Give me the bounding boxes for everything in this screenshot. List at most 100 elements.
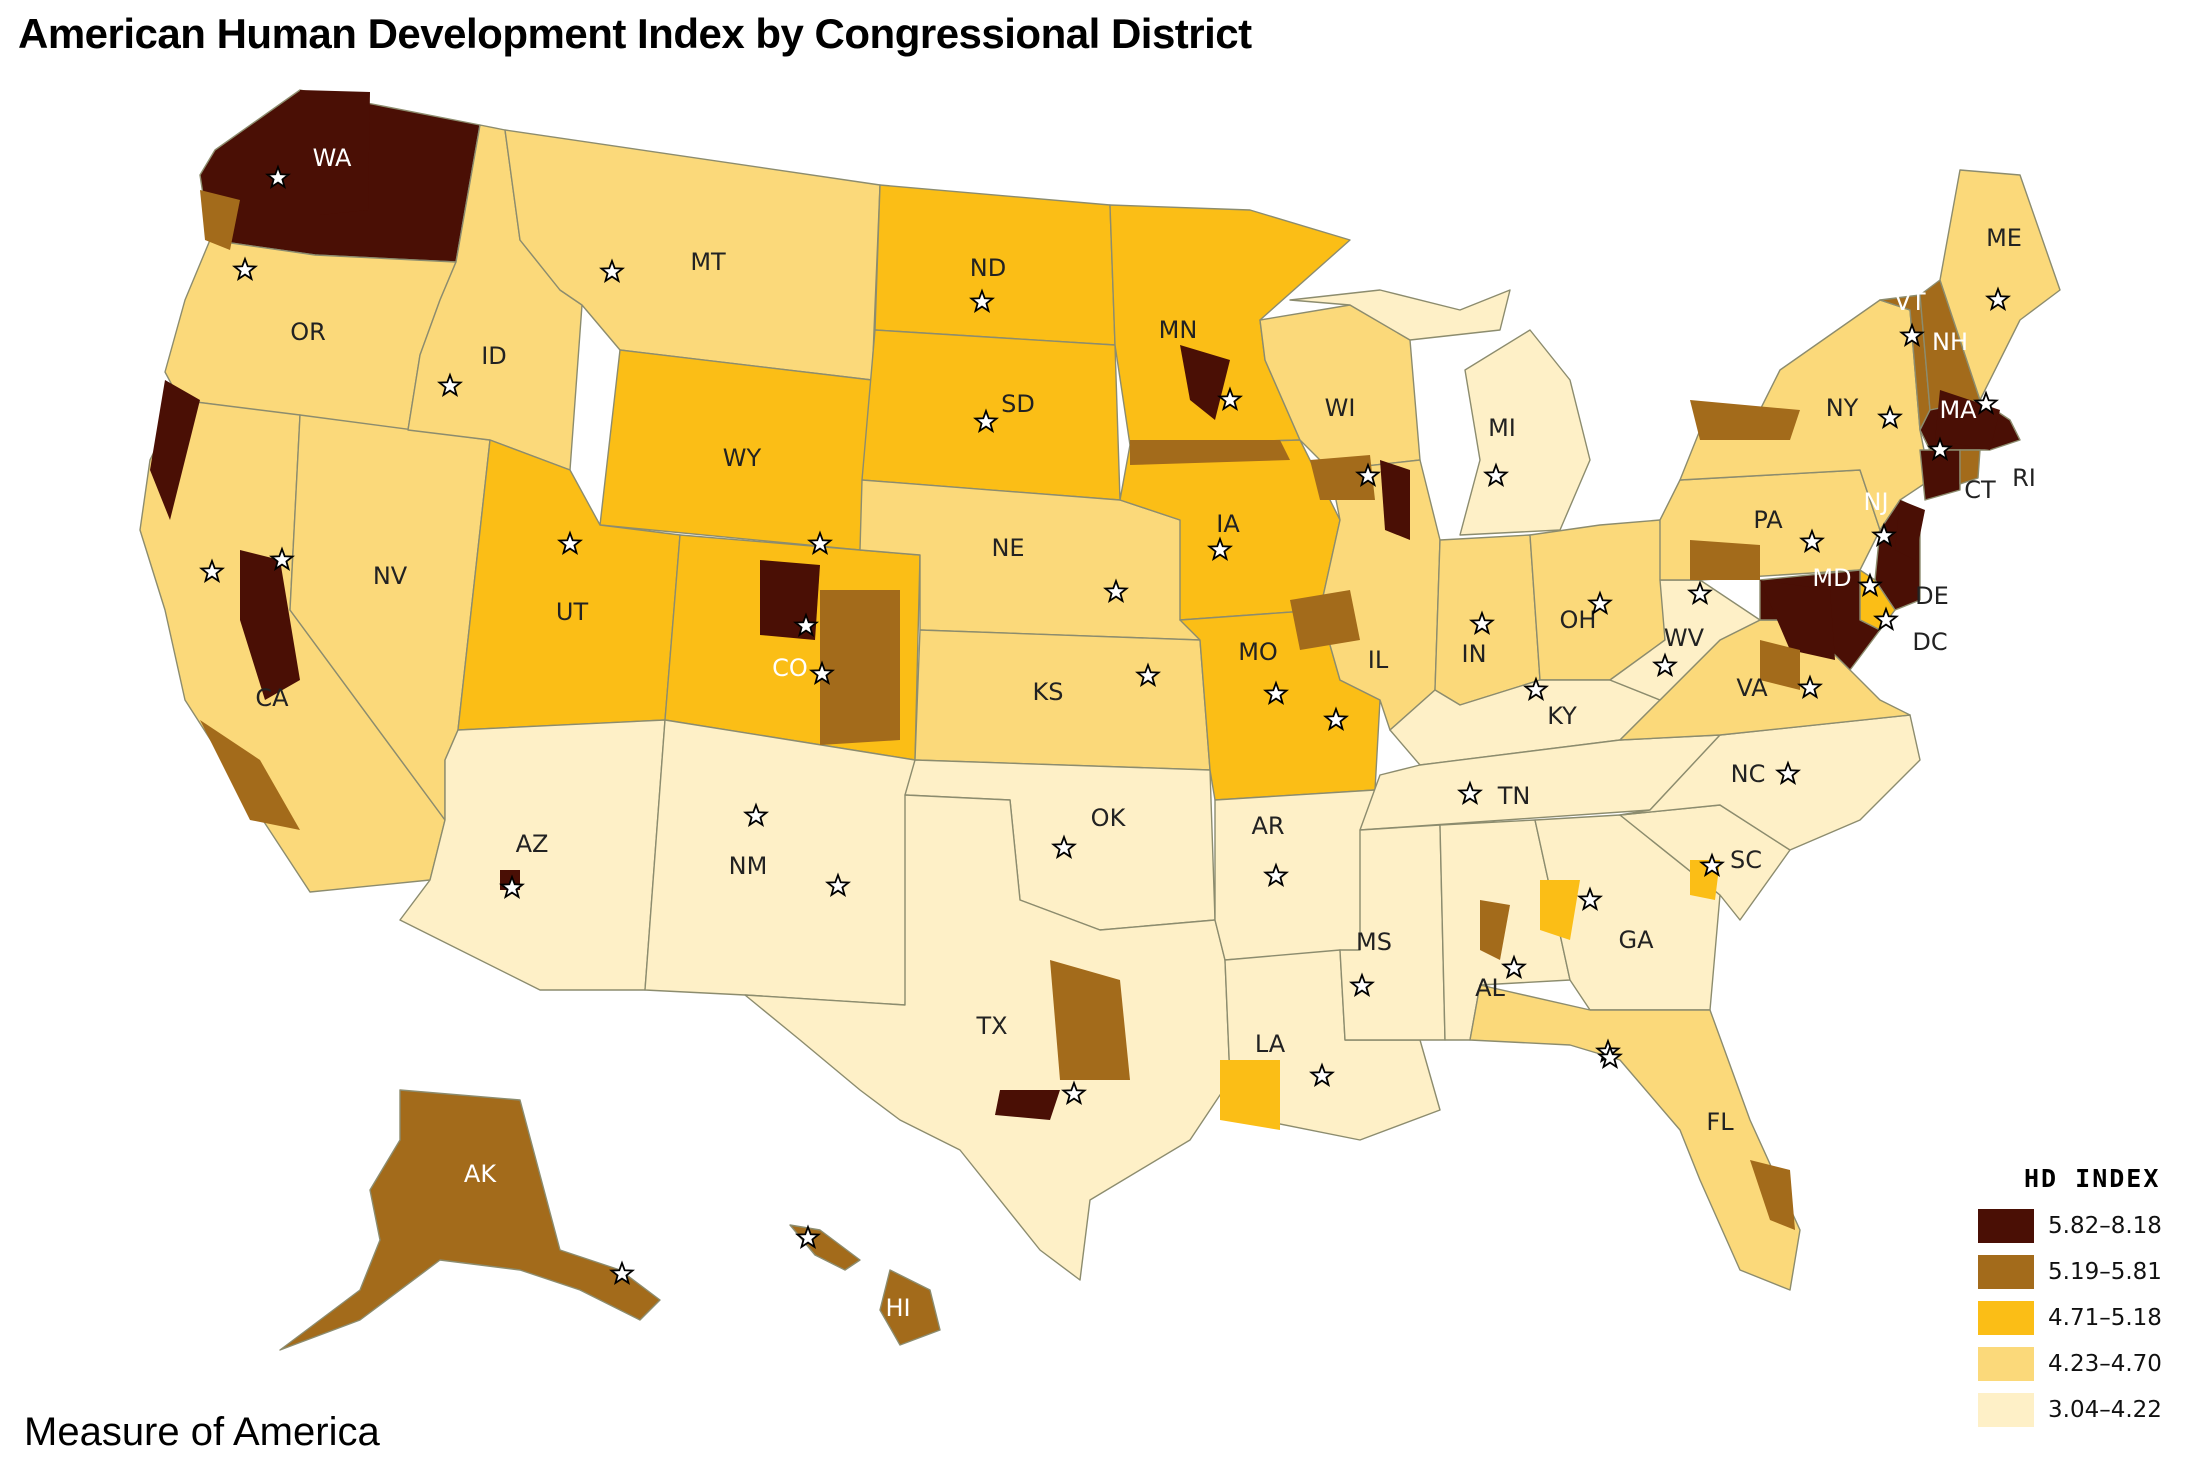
- state-label-ga: GA: [1618, 926, 1654, 954]
- state-label-nv: NV: [373, 562, 408, 590]
- map-title: American Human Development Index by Cong…: [18, 10, 1252, 57]
- capital-star-icon: [265, 164, 291, 189]
- capital-star-icon: [1871, 522, 1897, 547]
- state-label-mn: MN: [1159, 316, 1198, 344]
- state-label-mo: MO: [1238, 638, 1278, 666]
- state-label-ma: MA: [1939, 396, 1977, 424]
- source-credit: Measure of America: [24, 1410, 380, 1454]
- capital-star-icon: [599, 258, 625, 283]
- state-MI-upper: [1289, 289, 1511, 341]
- state-label-ky: KY: [1547, 702, 1577, 730]
- state-label-al: AL: [1475, 974, 1505, 1002]
- legend-swatch: [1978, 1255, 2034, 1289]
- capital-star-icon: [1597, 1044, 1623, 1069]
- capital-star-icon: [1457, 780, 1483, 805]
- capital-star-icon: [1687, 580, 1713, 605]
- capital-star-icon: [973, 408, 999, 433]
- state-WV: [1609, 579, 1761, 701]
- state-label-ut: UT: [556, 598, 589, 626]
- capital-star-icon: [1973, 390, 1999, 415]
- capital-star-icon: [557, 530, 583, 555]
- capital-star-icon: [1797, 674, 1823, 699]
- capital-star-icon: [1483, 462, 1509, 487]
- state-SD: [861, 329, 1121, 501]
- state-TX: [744, 794, 1231, 1281]
- state-label-fl: FL: [1706, 1108, 1734, 1136]
- state-label-wv: WV: [1664, 624, 1705, 652]
- legend-swatch: [1978, 1209, 2034, 1243]
- state-label-az: AZ: [516, 830, 549, 858]
- legend-title: HD INDEX: [2024, 1164, 2161, 1193]
- state-label-dc: DC: [1912, 628, 1947, 656]
- state-label-oh: OH: [1560, 606, 1597, 634]
- capital-star-icon: [499, 874, 525, 899]
- legend-item: 4.71–5.18: [1978, 1299, 2188, 1337]
- state-label-vt: VT: [1894, 288, 1925, 316]
- state-label-nd: ND: [970, 254, 1006, 282]
- state-NM: [644, 719, 916, 1006]
- state-label-ct: CT: [1964, 476, 1996, 504]
- legend-label: 5.19–5.81: [2048, 1259, 2162, 1285]
- legend-label: 3.04–4.22: [2048, 1397, 2162, 1423]
- state-label-ok: OK: [1091, 804, 1127, 832]
- capital-star-icon: [795, 1224, 821, 1249]
- state-AR: [1214, 789, 1376, 961]
- state-label-wa: WA: [313, 144, 352, 172]
- capital-star-icon: [1985, 286, 2011, 311]
- legend-label: 4.23–4.70: [2048, 1351, 2162, 1377]
- state-label-nh: NH: [1932, 328, 1968, 356]
- capital-star-icon: [609, 1260, 635, 1285]
- capital-star-icon: [1309, 1062, 1335, 1087]
- state-label-me: ME: [1986, 224, 2022, 252]
- capital-star-icon: [1217, 386, 1243, 411]
- state-label-mt: MT: [690, 248, 726, 276]
- state-MI: [1459, 329, 1591, 536]
- capital-star-icon: [1323, 706, 1349, 731]
- capital-star-icon: [1349, 972, 1375, 997]
- state-label-va: VA: [1736, 674, 1768, 702]
- capital-star-icon: [269, 546, 295, 571]
- state-label-wy: WY: [723, 444, 762, 472]
- state-label-ri: RI: [2012, 464, 2036, 492]
- capital-star-icon: [807, 530, 833, 555]
- legend-label: 4.71–5.18: [2048, 1305, 2162, 1331]
- state-label-nj: NJ: [1863, 488, 1888, 516]
- capital-star-icon: [969, 288, 995, 313]
- legend: HD INDEX 5.82–8.18 5.19–5.81 4.71–5.18 4.23…: [1978, 1164, 2188, 1437]
- capital-star-icon: [825, 872, 851, 897]
- state-HI-big: [879, 1269, 941, 1346]
- state-label-de: DE: [1915, 582, 1949, 610]
- capital-star-icon: [1355, 462, 1381, 487]
- capital-star-icon: [1652, 652, 1678, 677]
- state-label-ks: KS: [1033, 678, 1064, 706]
- state-label-tn: TN: [1497, 782, 1531, 810]
- capital-star-icon: [809, 660, 835, 685]
- capital-star-icon: [1469, 610, 1495, 635]
- legend-item: 5.82–8.18: [1978, 1207, 2188, 1245]
- state-label-nc: NC: [1731, 760, 1766, 788]
- state-label-in: IN: [1461, 640, 1486, 668]
- state-label-mi: MI: [1488, 414, 1516, 442]
- state-label-sc: SC: [1730, 846, 1762, 874]
- state-capital-markers: [199, 164, 2011, 1285]
- legend-item: 4.23–4.70: [1978, 1345, 2188, 1383]
- state-FL: [1469, 984, 1801, 1291]
- capital-star-icon: [1799, 528, 1825, 553]
- capital-star-icon: [1775, 760, 1801, 785]
- state-CT: [1919, 449, 1961, 501]
- state-label-wi: WI: [1325, 394, 1356, 422]
- state-label-ne: NE: [991, 534, 1024, 562]
- legend-label: 5.82–8.18: [2048, 1213, 2162, 1239]
- capital-star-icon: [1587, 590, 1613, 615]
- capital-star-icon: [1927, 436, 1953, 461]
- state-RI: [1959, 449, 1981, 485]
- state-label-id: ID: [481, 342, 507, 370]
- capital-star-icon: [1263, 680, 1289, 705]
- state-AK: [279, 1089, 661, 1351]
- state-label-ny: NY: [1826, 394, 1859, 422]
- capital-star-icon: [1877, 404, 1903, 429]
- state-label-hi: HI: [885, 1294, 910, 1322]
- capital-star-icon: [1857, 572, 1883, 597]
- capital-star-icon: [1135, 662, 1161, 687]
